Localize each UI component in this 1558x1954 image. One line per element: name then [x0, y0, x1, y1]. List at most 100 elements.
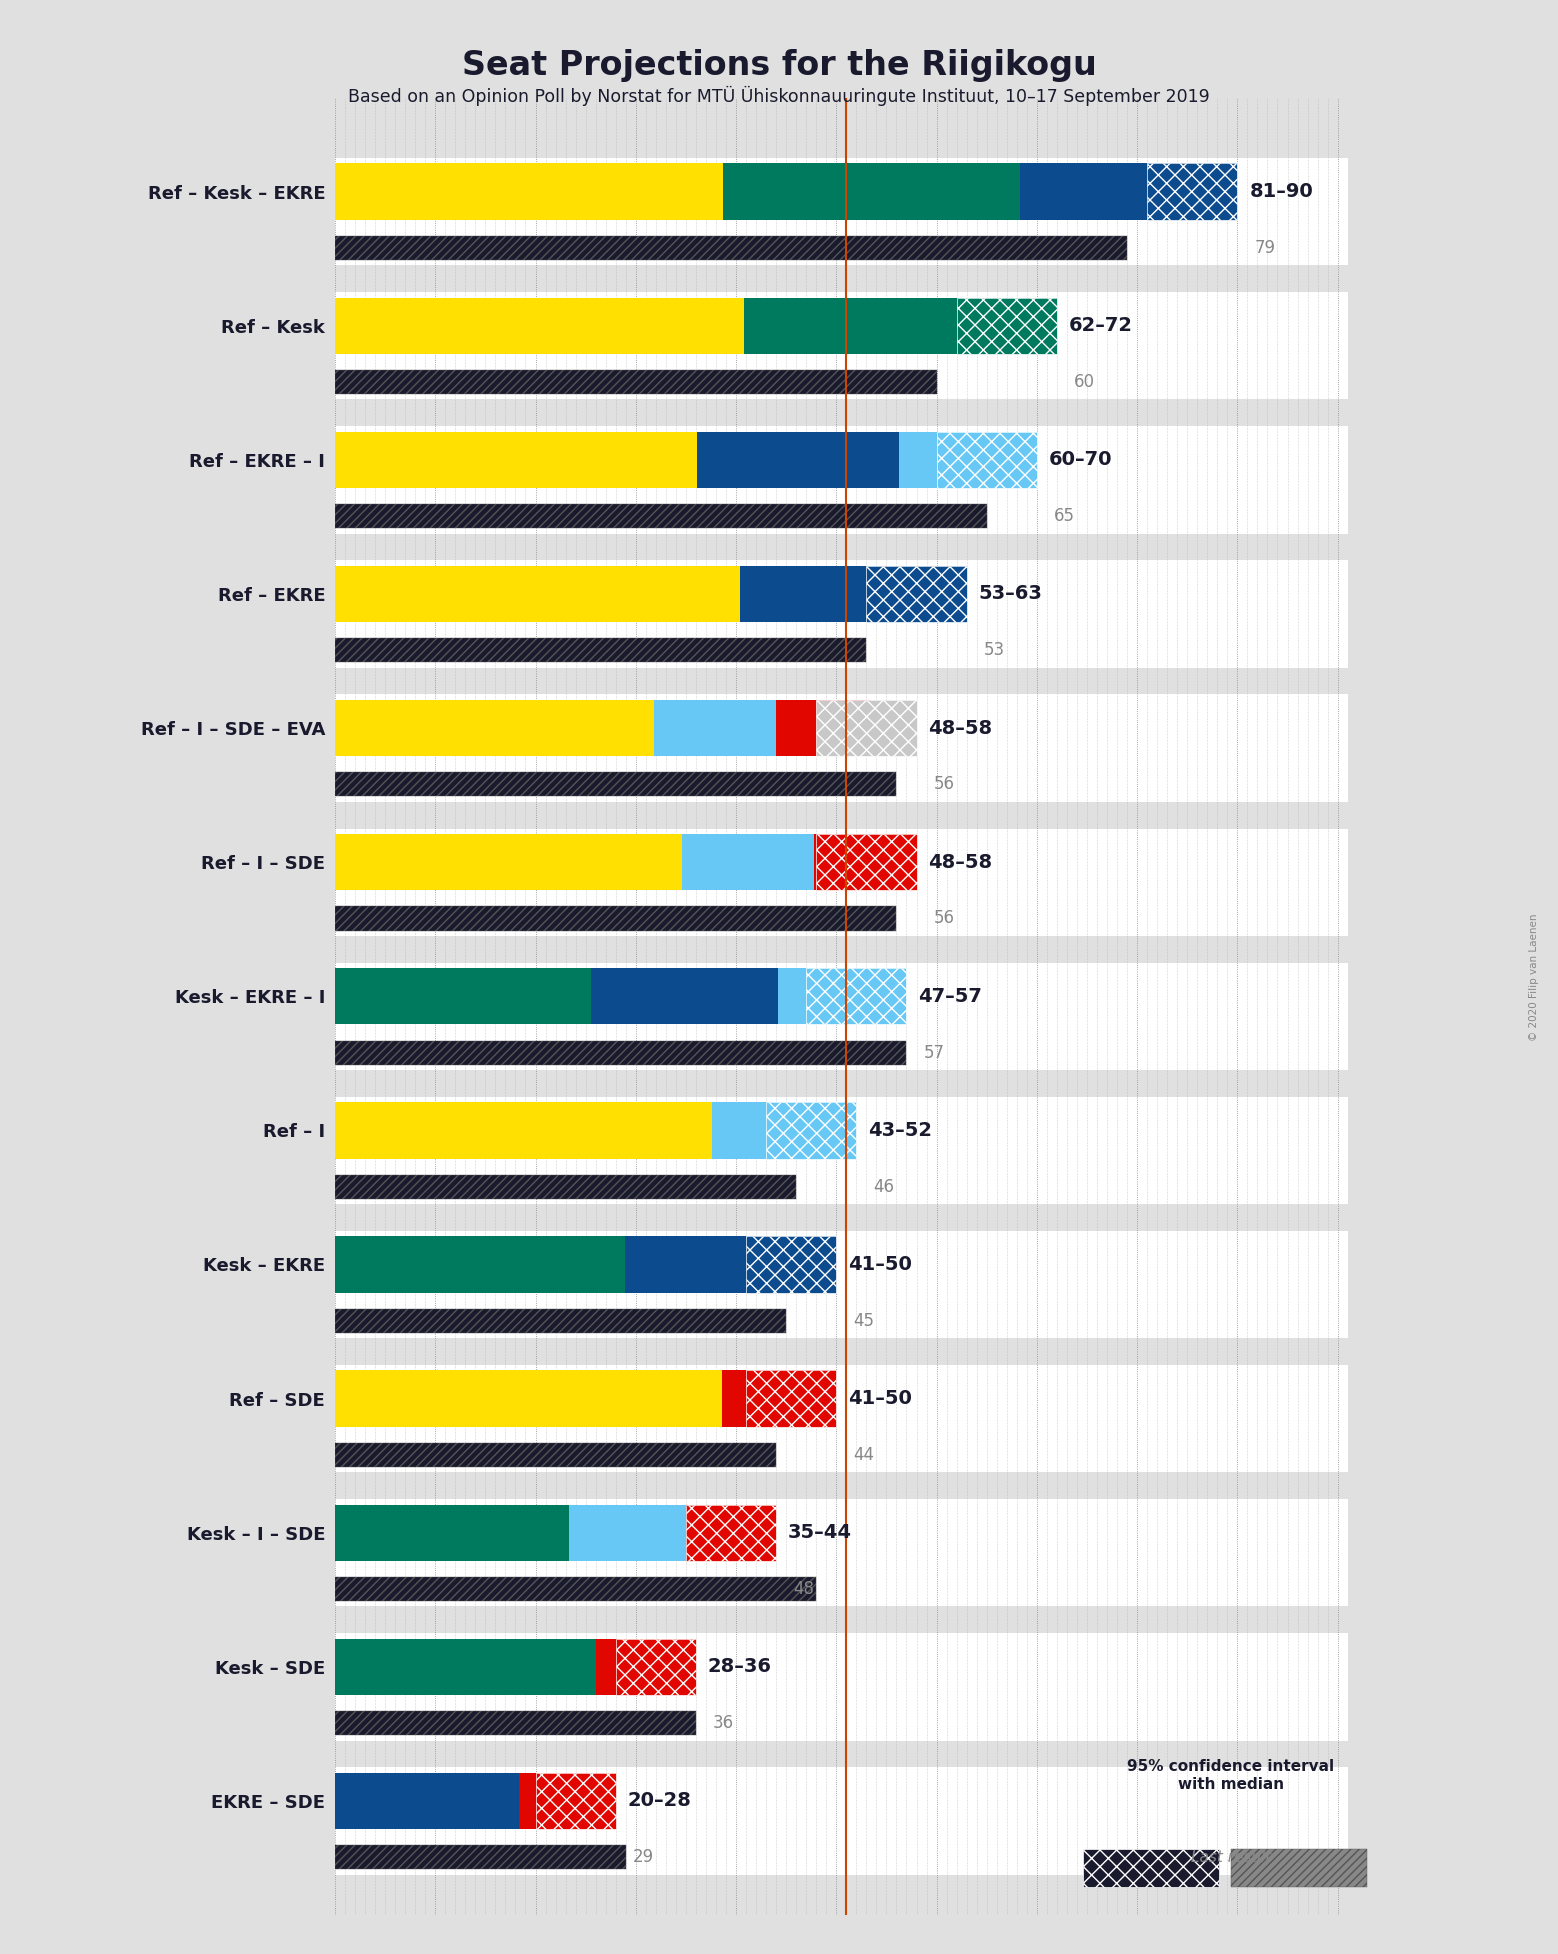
Bar — [936, 432, 1036, 488]
Bar — [746, 1370, 837, 1426]
Bar — [335, 1237, 625, 1294]
Bar — [686, 1505, 776, 1561]
Text: 48–58: 48–58 — [929, 852, 992, 871]
Bar — [590, 967, 779, 1024]
Bar — [654, 700, 776, 756]
Bar — [1020, 164, 1237, 219]
Text: 28–36: 28–36 — [707, 1657, 771, 1677]
Bar — [1083, 1848, 1218, 1888]
Bar — [740, 567, 966, 621]
Text: 43–52: 43–52 — [868, 1122, 932, 1139]
Bar — [712, 1102, 857, 1159]
Text: Last result: Last result — [1190, 1850, 1271, 1866]
Bar — [1231, 1848, 1366, 1888]
Bar — [335, 1505, 569, 1561]
Bar — [805, 967, 907, 1024]
Text: 41–50: 41–50 — [849, 1254, 913, 1274]
Bar — [335, 158, 1348, 266]
Bar — [335, 828, 1348, 936]
Bar — [335, 1577, 816, 1600]
Bar — [779, 967, 907, 1024]
Bar — [335, 236, 1126, 260]
Text: Seat Projections for the Riigikogu: Seat Projections for the Riigikogu — [461, 49, 1097, 82]
Bar — [815, 834, 916, 891]
Bar — [746, 1237, 837, 1294]
Bar — [1147, 164, 1237, 219]
Bar — [869, 700, 916, 756]
Text: 95% confidence interval
with median: 95% confidence interval with median — [1128, 1759, 1334, 1792]
Bar — [569, 1505, 686, 1561]
Bar — [335, 772, 896, 797]
Bar — [335, 1102, 712, 1159]
Bar — [335, 639, 866, 662]
Text: 36: 36 — [714, 1714, 734, 1731]
Bar — [335, 432, 696, 488]
Text: 53–63: 53–63 — [978, 584, 1042, 604]
Bar — [335, 297, 745, 354]
Bar — [335, 967, 590, 1024]
Bar — [335, 1499, 1348, 1606]
Text: 60: 60 — [1073, 373, 1095, 391]
Bar — [723, 164, 1020, 219]
Bar — [335, 1442, 776, 1467]
Bar — [866, 567, 966, 621]
Bar — [335, 1174, 796, 1198]
Bar — [335, 504, 986, 528]
Bar — [335, 834, 682, 891]
Bar — [335, 907, 896, 930]
Text: 29: 29 — [633, 1848, 654, 1866]
Bar — [615, 1639, 696, 1694]
Text: 20–28: 20–28 — [628, 1792, 692, 1811]
Text: 46: 46 — [874, 1178, 894, 1196]
Bar — [957, 297, 1056, 354]
Text: 53: 53 — [983, 641, 1005, 658]
Bar — [335, 700, 654, 756]
Text: Based on an Opinion Poll by Norstat for MTÜ Ühiskonnauuringute Instituut, 10–17 : Based on an Opinion Poll by Norstat for … — [347, 86, 1211, 106]
Bar — [899, 432, 1036, 488]
Bar — [335, 963, 1348, 1071]
Text: 79: 79 — [1254, 238, 1276, 256]
Text: 60–70: 60–70 — [1049, 449, 1112, 469]
Bar — [767, 1102, 857, 1159]
Bar — [335, 426, 1348, 533]
Bar — [745, 297, 1056, 354]
Bar — [335, 1309, 787, 1333]
Text: 44: 44 — [854, 1446, 874, 1464]
Bar — [335, 567, 740, 621]
Bar — [335, 369, 936, 395]
Text: 62–72: 62–72 — [1069, 317, 1133, 336]
Text: 65: 65 — [1053, 508, 1075, 526]
Text: 47–57: 47–57 — [919, 987, 983, 1006]
Bar — [335, 1231, 1348, 1338]
Bar — [335, 164, 723, 219]
Text: 41–50: 41–50 — [849, 1389, 913, 1409]
Bar — [696, 432, 899, 488]
Bar — [335, 1041, 907, 1065]
Text: 45: 45 — [854, 1311, 874, 1331]
Bar — [335, 1096, 1348, 1204]
Bar — [816, 700, 916, 756]
Bar — [595, 1639, 696, 1694]
Text: 56: 56 — [933, 776, 955, 793]
Text: 48: 48 — [793, 1581, 815, 1598]
Bar — [335, 694, 1348, 801]
Text: 56: 56 — [933, 909, 955, 928]
Bar — [723, 1370, 837, 1426]
Text: 35–44: 35–44 — [788, 1524, 852, 1542]
Bar — [335, 561, 1348, 668]
Bar — [335, 293, 1348, 399]
Bar — [686, 1505, 776, 1561]
Bar — [536, 1772, 615, 1829]
Bar — [776, 700, 869, 756]
Bar — [519, 1772, 615, 1829]
Text: © 2020 Filip van Laenen: © 2020 Filip van Laenen — [1530, 913, 1539, 1041]
Bar — [816, 834, 916, 891]
Bar — [335, 1768, 1348, 1874]
Bar — [682, 834, 815, 891]
Bar — [335, 1845, 626, 1870]
Bar — [335, 1366, 1348, 1473]
Bar — [335, 1772, 519, 1829]
Bar — [335, 1639, 595, 1694]
Bar — [625, 1237, 837, 1294]
Bar — [335, 1634, 1348, 1741]
